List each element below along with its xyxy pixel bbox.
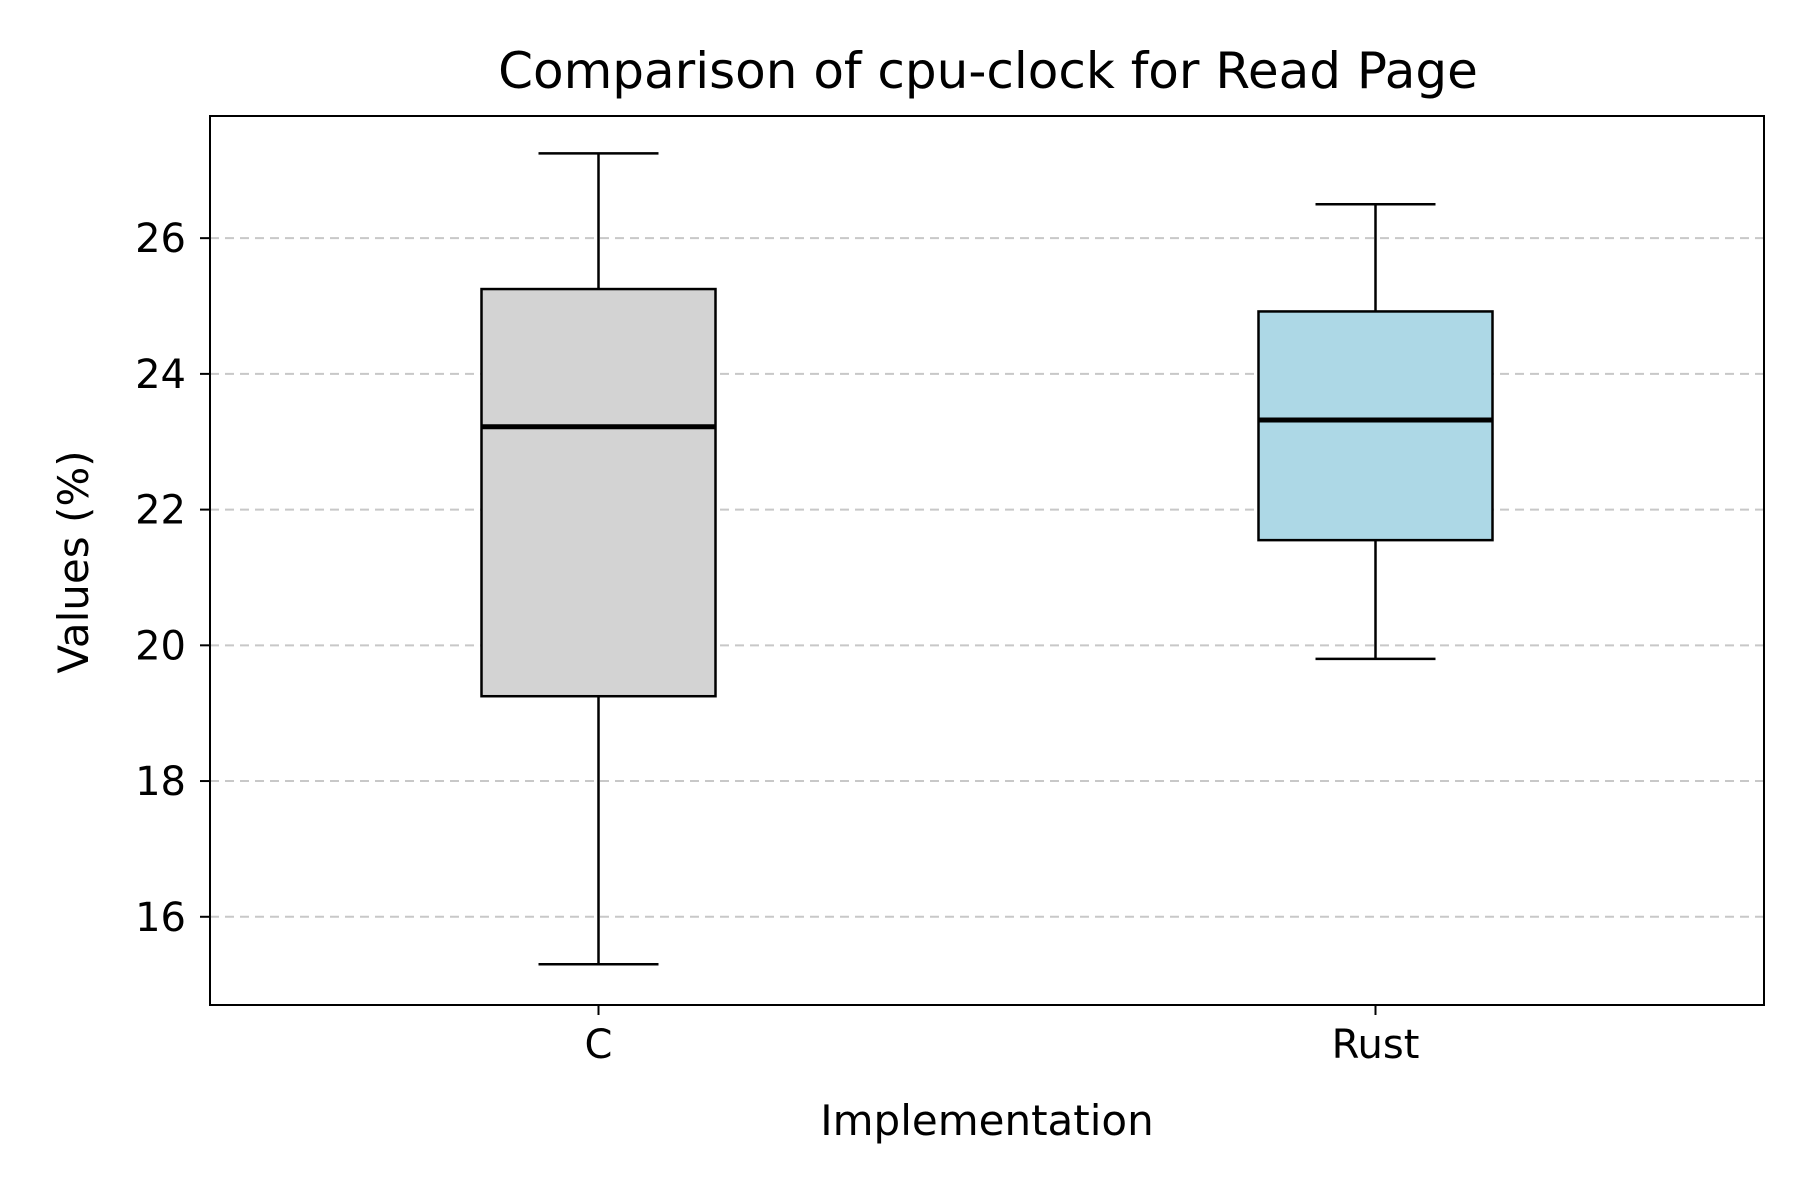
box-rust — [1257, 202, 1494, 661]
y-axis-label: Values (%) — [49, 450, 98, 673]
iqr-box — [1257, 310, 1494, 542]
plot-area — [210, 116, 1764, 1005]
y-tick-label: 18 — [135, 759, 186, 805]
y-tick-label: 22 — [135, 488, 186, 534]
chart-title: Comparison of cpu-clock for Read Page — [498, 42, 1478, 100]
grid-lines — [210, 237, 1764, 918]
box-c — [480, 152, 717, 966]
boxes — [480, 152, 1494, 966]
x-ticks: C Rust — [585, 1005, 1420, 1068]
x-tick-label: C — [585, 1022, 613, 1068]
y-tick-label: 20 — [135, 623, 186, 669]
y-ticks: 16 18 20 22 24 26 — [135, 216, 210, 941]
x-tick-label: Rust — [1332, 1022, 1420, 1068]
x-axis-label: Implementation — [820, 1096, 1154, 1145]
y-tick-label: 16 — [135, 895, 186, 941]
plot-frame — [209, 115, 1765, 1006]
iqr-box — [480, 287, 717, 698]
y-tick-label: 24 — [135, 352, 186, 398]
y-tick-label: 26 — [135, 216, 186, 262]
